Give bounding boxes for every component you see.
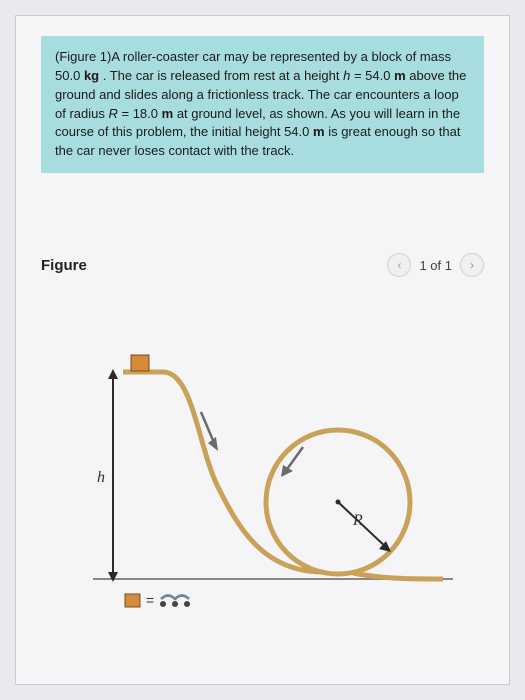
figure-title: Figure <box>41 257 87 274</box>
eq1: = <box>350 68 365 83</box>
roller-coaster-diagram: h R = <box>53 317 473 617</box>
arrow-up-icon <box>108 369 118 379</box>
radius-value: 18.0 <box>133 106 158 121</box>
figure-counter: 1 of 1 <box>419 258 452 273</box>
content-panel: (Figure 1)A roller-coaster car may be re… <box>15 15 510 685</box>
mass-value: 50.0 <box>55 68 80 83</box>
r-label: R <box>352 512 363 529</box>
height-value: 54.0 <box>365 68 390 83</box>
figure-header: Figure ‹ 1 of 1 › <box>41 253 484 277</box>
problem-statement: (Figure 1)A roller-coaster car may be re… <box>41 36 484 173</box>
eq2: = <box>118 106 133 121</box>
prev-button[interactable]: ‹ <box>387 253 411 277</box>
figure-nav: ‹ 1 of 1 › <box>387 253 484 277</box>
arrow-down-icon <box>108 572 118 582</box>
motion-arrow-2-head <box>281 465 293 477</box>
radius-unit: m <box>162 106 174 121</box>
legend-cart-icon <box>160 596 190 608</box>
height-unit: m <box>394 68 406 83</box>
block-icon <box>131 355 149 371</box>
figure-canvas: h R = <box>41 307 484 627</box>
h-label: h <box>97 469 105 486</box>
height2-unit: m <box>313 124 325 139</box>
height2-value: 54.0 <box>284 124 309 139</box>
radius-line <box>338 502 388 549</box>
legend-block-icon <box>125 594 140 607</box>
problem-text-2: . The car is released from rest at a hei… <box>99 68 343 83</box>
r-variable: R <box>108 106 117 121</box>
track-descent <box>123 372 323 572</box>
next-button[interactable]: › <box>460 253 484 277</box>
loop-center-dot <box>335 500 340 505</box>
problem-text: (Figure 1)A roller-coaster car may be re… <box>55 49 451 64</box>
mass-unit: kg <box>84 68 99 83</box>
legend-equals: = <box>146 592 154 608</box>
